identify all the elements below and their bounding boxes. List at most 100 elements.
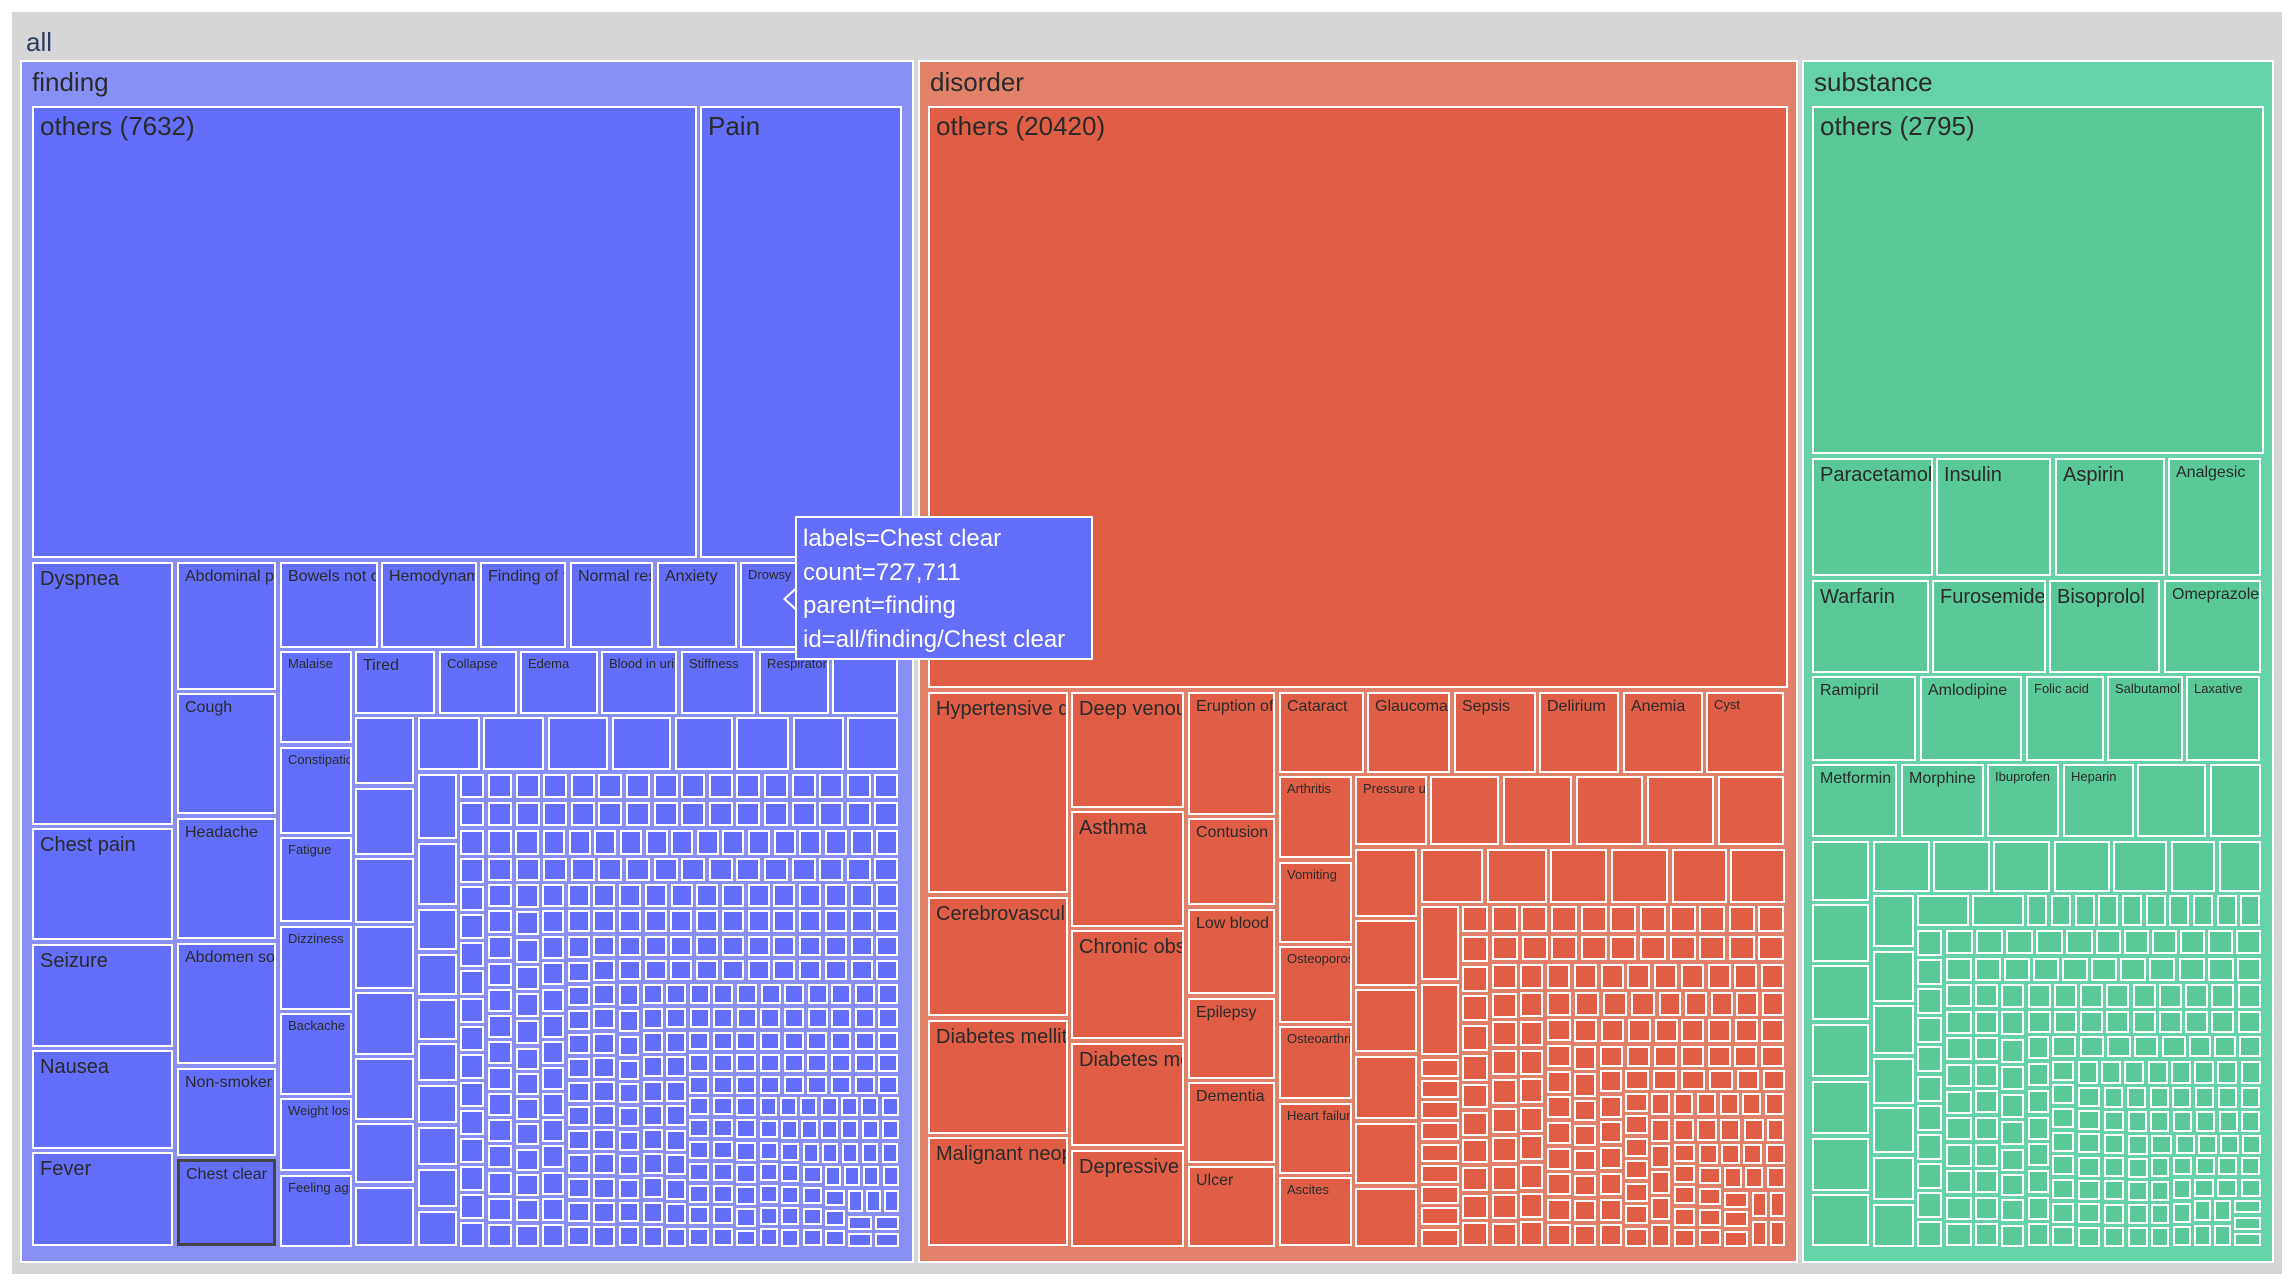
tile-minor[interactable]: [1743, 1144, 1762, 1164]
tile-minor[interactable]: [2148, 1061, 2168, 1084]
tile-minor[interactable]: [619, 1010, 639, 1032]
tile-minor[interactable]: [2214, 1225, 2231, 1246]
tile-minor[interactable]: [807, 1032, 827, 1050]
tile-minor[interactable]: [841, 1120, 858, 1139]
tile-minor[interactable]: [516, 1048, 539, 1070]
tile-minor[interactable]: [803, 1229, 822, 1246]
tile-ulcer[interactable]: Ulcer: [1188, 1166, 1275, 1247]
tile-minor[interactable]: [593, 1153, 615, 1174]
tile-minor[interactable]: [1734, 964, 1757, 989]
tile-minor[interactable]: [847, 858, 871, 881]
tile-palpitations[interactable]: [355, 717, 414, 784]
tile-minor[interactable]: [799, 884, 821, 907]
tile-minor[interactable]: [2217, 895, 2237, 926]
tile-minor[interactable]: [2238, 984, 2261, 1008]
tile-minor[interactable]: [2134, 1036, 2158, 1057]
tile-minor[interactable]: [1600, 1070, 1622, 1092]
tile-minor[interactable]: [1600, 1173, 1622, 1195]
tile-minor[interactable]: [709, 858, 733, 881]
tile-minor[interactable]: [1462, 1222, 1488, 1246]
tile-minor[interactable]: [2124, 930, 2149, 954]
tile-minor[interactable]: [1551, 936, 1577, 960]
tile-minor[interactable]: [1724, 1167, 1742, 1188]
tile-minor[interactable]: [488, 1015, 512, 1038]
tile-minor[interactable]: [1975, 1223, 1998, 1246]
tile-minor[interactable]: [2052, 1226, 2074, 1246]
tile-minor[interactable]: [1654, 1046, 1677, 1067]
tile-minor[interactable]: [2052, 1061, 2074, 1081]
tile-minor[interactable]: [760, 1163, 778, 1181]
tile-minor[interactable]: [1520, 1164, 1543, 1189]
tile-minor[interactable]: [736, 774, 760, 798]
tile-minor[interactable]: [568, 962, 590, 982]
tile-minor[interactable]: [666, 1056, 686, 1077]
tile-epilepsy[interactable]: Epilepsy: [1188, 998, 1275, 1079]
tile-minor[interactable]: [803, 1143, 819, 1163]
tile-minor[interactable]: [2217, 1179, 2237, 1197]
tile-minor[interactable]: [1917, 1076, 1942, 1102]
tile-minor[interactable]: [696, 884, 718, 907]
tile-minor[interactable]: [1674, 1144, 1695, 1162]
tile-minor[interactable]: [2208, 958, 2234, 981]
tile-minor[interactable]: [542, 1015, 564, 1038]
tile-minor[interactable]: [748, 884, 770, 907]
tile-minor[interactable]: [593, 1178, 615, 1199]
tile-minor[interactable]: [2208, 930, 2233, 954]
tile-minor[interactable]: [2196, 1157, 2215, 1175]
tile-minor[interactable]: [1752, 1192, 1767, 1217]
tile-minor[interactable]: [1492, 1137, 1517, 1162]
tile-nausea[interactable]: Nausea: [32, 1050, 173, 1149]
tile-minor[interactable]: [619, 936, 641, 956]
tile-pleural-effusion[interactable]: [1611, 849, 1668, 903]
tile-diabetic-foot[interactable]: [1355, 1056, 1417, 1119]
tile-minor[interactable]: [2236, 930, 2261, 954]
tile-minor[interactable]: [855, 1032, 875, 1050]
tile-minor[interactable]: [1421, 1122, 1459, 1140]
tile-minor[interactable]: [1600, 1147, 1622, 1169]
tile-minor[interactable]: [670, 960, 692, 980]
tile-diabetes-mellitus-type-2[interactable]: Diabetes mellitus type 2: [1071, 1043, 1184, 1146]
tile-minor[interactable]: [1492, 964, 1517, 989]
tile-minor[interactable]: [1762, 992, 1784, 1016]
tile-low-blood-pressure[interactable]: Low blood pressure: [1188, 909, 1275, 994]
tile-osteoporosis[interactable]: Osteoporosis: [1279, 946, 1352, 1023]
tile-minor[interactable]: [713, 1119, 733, 1137]
tile-minor[interactable]: [2240, 895, 2260, 926]
tile-minor[interactable]: [737, 1008, 757, 1028]
tile-minor[interactable]: [825, 960, 847, 980]
tile-minor[interactable]: [1659, 992, 1681, 1016]
tile-minor[interactable]: [1653, 1070, 1677, 1090]
tile-minor[interactable]: [2078, 1061, 2098, 1084]
tile-chronic-obstructive-lung-disease[interactable]: Chronic obstructive lung disease: [1071, 930, 1184, 1039]
tile-minor[interactable]: [1975, 984, 1998, 1007]
tile-fentanyl[interactable]: [1873, 1204, 1914, 1247]
tile-minor[interactable]: [713, 1097, 733, 1115]
tile-minor[interactable]: [666, 1228, 686, 1247]
tile-minor[interactable]: [2133, 1011, 2156, 1033]
tile-minor[interactable]: [1697, 1119, 1717, 1141]
tile-minor[interactable]: [760, 1228, 778, 1246]
tile-minor[interactable]: [2028, 1090, 2049, 1113]
tile-minor[interactable]: [542, 910, 564, 933]
tile-minor[interactable]: [2001, 1199, 2024, 1221]
tile-ramipril[interactable]: Ramipril: [1812, 676, 1916, 761]
tile-cataract[interactable]: Cataract: [1279, 692, 1364, 773]
tile-minor[interactable]: [764, 858, 788, 881]
tile-minor[interactable]: [851, 960, 873, 980]
tile-low-back-pain[interactable]: [355, 858, 414, 923]
tile-minor[interactable]: [568, 1130, 590, 1150]
tile-minor[interactable]: [460, 914, 484, 939]
tile-minor[interactable]: [1708, 1019, 1731, 1042]
tile-minor[interactable]: [1770, 1221, 1785, 1246]
tile-minor[interactable]: [2001, 1066, 2024, 1090]
tile-minor[interactable]: [2033, 958, 2059, 981]
tile-minor[interactable]: [1681, 1070, 1705, 1090]
tile-minor[interactable]: [593, 1129, 615, 1150]
tile-minor[interactable]: [1674, 1229, 1695, 1247]
tile-minor[interactable]: [1761, 1046, 1784, 1067]
tile-lidocaine[interactable]: [1873, 1157, 1914, 1200]
tile-minor[interactable]: [2052, 1108, 2074, 1128]
tile-minor[interactable]: [1766, 1144, 1785, 1164]
tile-minor[interactable]: [781, 1143, 799, 1161]
tile-minor[interactable]: [2241, 1087, 2260, 1108]
